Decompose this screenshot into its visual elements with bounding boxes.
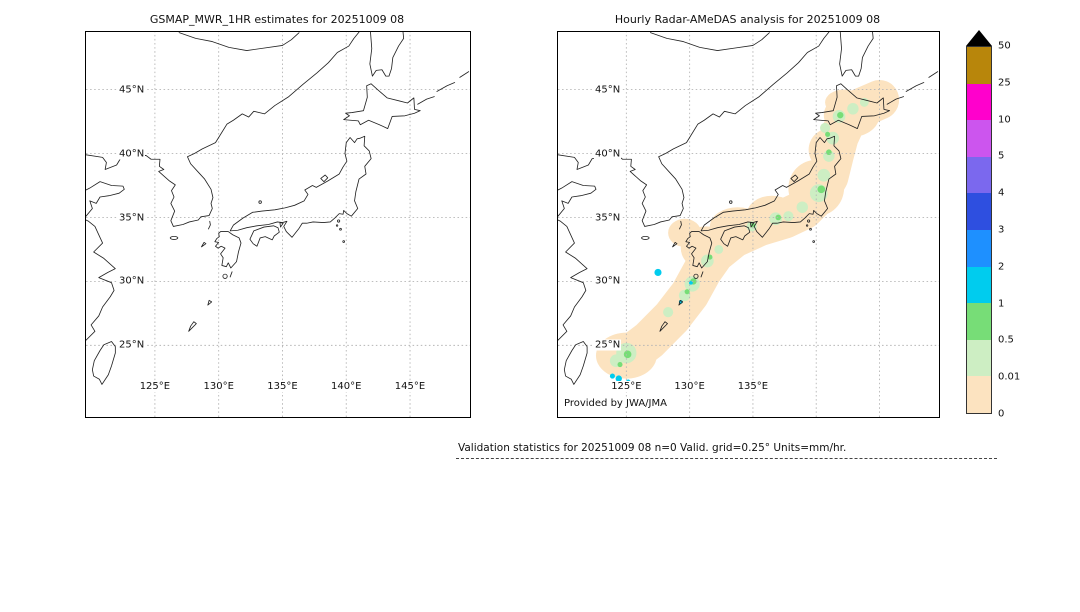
lat-tick-label: 30°N xyxy=(594,275,622,287)
colorbar-segment xyxy=(967,83,991,121)
left-panel-title: GSMAP_MWR_1HR estimates for 20251009 08 xyxy=(149,13,405,26)
colorbar-tick-label: 0.01 xyxy=(998,371,1021,383)
data-credit: Provided by JWA/JMA xyxy=(562,398,669,409)
radar-amedas-map-panel: 45°N 40°N 35°N 30°N 25°N 125°E 130°E 135… xyxy=(557,31,940,418)
colorbar-segment xyxy=(967,266,991,304)
colorbar-tick-label: 0.5 xyxy=(998,334,1014,346)
lat-tick-label: 45°N xyxy=(594,84,622,96)
colorbar-segment xyxy=(967,339,991,377)
lat-tick-label: 40°N xyxy=(118,148,146,159)
lon-tick-label: 135°E xyxy=(736,381,770,392)
colorbar-tick-label: 25 xyxy=(998,77,1011,89)
footer-dashed-divider xyxy=(456,458,997,459)
colorbar-segment xyxy=(967,193,991,230)
lon-tick-label: 145°E xyxy=(393,381,427,392)
lat-tick-label: 25°N xyxy=(594,339,622,351)
colorbar-tick-label: 10 xyxy=(998,114,1011,126)
colorbar-segment xyxy=(967,47,991,84)
lat-tick-label: 30°N xyxy=(118,275,146,287)
lat-tick-label: 25°N xyxy=(118,339,146,351)
lat-tick-label: 35°N xyxy=(118,212,146,223)
colorbar: 50 25 10 5 4 3 2 1 0.5 0.01 0 xyxy=(966,30,1020,420)
colorbar-tick-label: 2 xyxy=(998,261,1005,273)
lon-tick-label: 140°E xyxy=(329,381,363,392)
colorbar-tick-label: 4 xyxy=(998,187,1005,199)
colorbar-segment xyxy=(967,303,991,340)
validation-statistics-text: Validation statistics for 20251009 08 n=… xyxy=(458,442,847,454)
lon-tick-label: 135°E xyxy=(266,381,299,392)
colorbar-segment xyxy=(967,120,991,157)
lon-tick-label: 125°E xyxy=(610,381,643,392)
colorbar-segment xyxy=(967,229,991,267)
colorbar-tick-label: 3 xyxy=(998,224,1005,236)
colorbar-segment xyxy=(967,156,991,194)
colorbar-tick-label: 0 xyxy=(998,408,1005,420)
lat-tick-label: 45°N xyxy=(118,84,146,96)
lon-tick-label: 125°E xyxy=(138,381,172,392)
colorbar-tick-label: 50 xyxy=(998,40,1011,52)
colorbar-segments xyxy=(966,46,992,414)
lat-tick-label: 35°N xyxy=(594,212,622,223)
lat-tick-label: 40°N xyxy=(594,148,622,159)
lon-tick-label: 130°E xyxy=(673,381,706,392)
colorbar-tick-label: 5 xyxy=(998,150,1005,162)
lon-tick-label: 130°E xyxy=(202,381,235,392)
right-panel-title: Hourly Radar-AMeDAS analysis for 2025100… xyxy=(614,13,881,26)
colorbar-overflow-triangle xyxy=(966,30,992,46)
gsmap-map-panel: 45°N 40°N 35°N 30°N 25°N 125°E 130°E 135… xyxy=(85,31,471,418)
colorbar-segment xyxy=(967,376,991,413)
colorbar-tick-label: 1 xyxy=(998,298,1005,310)
